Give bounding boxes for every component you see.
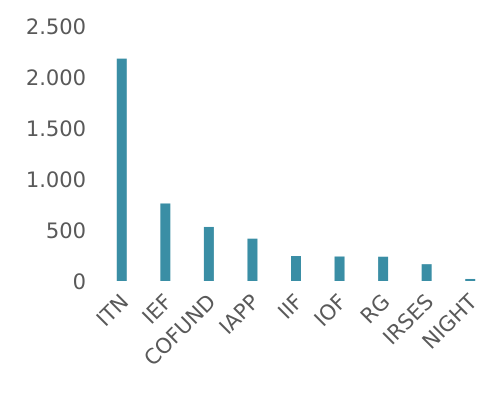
bar-ief xyxy=(160,203,171,281)
x-tick-label-iif: IIF xyxy=(273,290,307,324)
x-tick-label-itn: ITN xyxy=(92,290,134,332)
y-tick-label: 1.000 xyxy=(26,168,86,192)
x-tick-label-iof: IOF xyxy=(310,290,352,332)
y-tick-label: 2.500 xyxy=(26,15,86,39)
bar-itn xyxy=(116,58,127,281)
bar-night xyxy=(465,278,476,281)
bar-iif xyxy=(291,256,301,281)
bar-cofund xyxy=(203,226,214,281)
bar-rg xyxy=(378,256,389,281)
bar-irses xyxy=(421,264,432,281)
y-tick-label: 0 xyxy=(73,270,86,294)
bar-iapp xyxy=(247,238,258,281)
bar-iof xyxy=(334,256,345,281)
x-tick-label-iapp: IAPP xyxy=(215,290,264,339)
y-tick-label: 2.000 xyxy=(26,66,86,90)
y-tick-label: 1.500 xyxy=(26,117,86,141)
bars xyxy=(116,58,476,281)
y-tick-label: 500 xyxy=(46,219,86,243)
y-axis: 0 500 1.000 1.500 2.000 2.500 xyxy=(26,15,86,294)
